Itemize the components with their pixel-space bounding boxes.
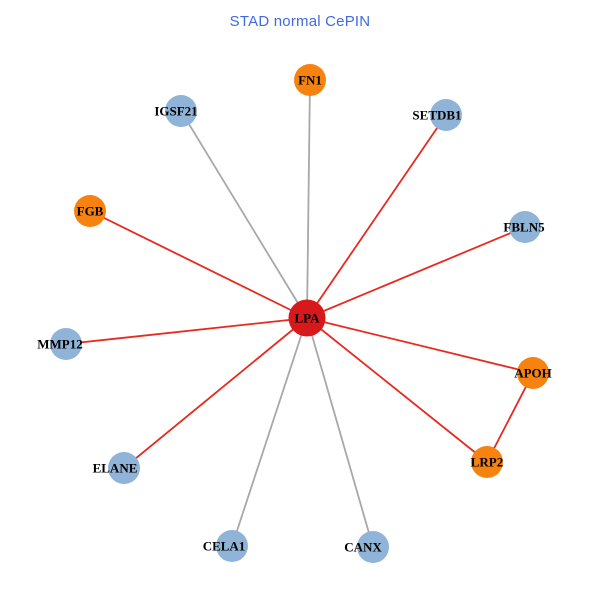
node-label-FN1: FN1 xyxy=(298,73,322,88)
node-MMP12 xyxy=(50,328,82,360)
edge-LPA-CANX xyxy=(306,317,374,548)
node-FGB xyxy=(74,195,106,227)
node-label-LPA: LPA xyxy=(294,311,320,326)
node-label-FGB: FGB xyxy=(77,204,104,219)
node-IGSF21 xyxy=(165,95,197,127)
node-label-MMP12: MMP12 xyxy=(37,337,82,352)
node-SETDB1 xyxy=(430,99,462,131)
node-LPA xyxy=(288,299,326,337)
node-FBLN5 xyxy=(509,211,541,243)
node-FN1 xyxy=(294,64,326,96)
node-LRP2 xyxy=(471,446,503,478)
edge-LPA-FBLN5 xyxy=(306,226,526,319)
node-APOH xyxy=(517,357,549,389)
edge-LPA-CELA1 xyxy=(231,317,308,547)
node-CANX xyxy=(357,531,389,563)
edge-LPA-APOH xyxy=(306,317,534,374)
edge-LPA-SETDB1 xyxy=(306,114,447,319)
edge-APOH-LRP2 xyxy=(486,372,534,463)
figure-title: STAD normal CePIN xyxy=(229,13,371,30)
node-CELA1 xyxy=(216,530,248,562)
node-ELANE xyxy=(108,452,140,484)
edge-LPA-LRP2 xyxy=(306,317,488,463)
edge-LPA-FN1 xyxy=(306,79,311,319)
node-label-CANX: CANX xyxy=(344,540,382,555)
node-label-CELA1: CELA1 xyxy=(203,539,246,554)
node-label-ELANE: ELANE xyxy=(93,461,138,476)
node-label-LRP2: LRP2 xyxy=(471,455,504,470)
node-label-IGSF21: IGSF21 xyxy=(154,104,197,119)
edge-LPA-IGSF21 xyxy=(180,110,308,319)
edge-LPA-FGB xyxy=(89,210,308,319)
node-label-APOH: APOH xyxy=(514,366,552,381)
edge-LPA-ELANE xyxy=(123,317,308,469)
edge-LPA-MMP12 xyxy=(65,317,308,345)
node-label-SETDB1: SETDB1 xyxy=(412,108,461,123)
node-label-FBLN5: FBLN5 xyxy=(503,220,545,235)
